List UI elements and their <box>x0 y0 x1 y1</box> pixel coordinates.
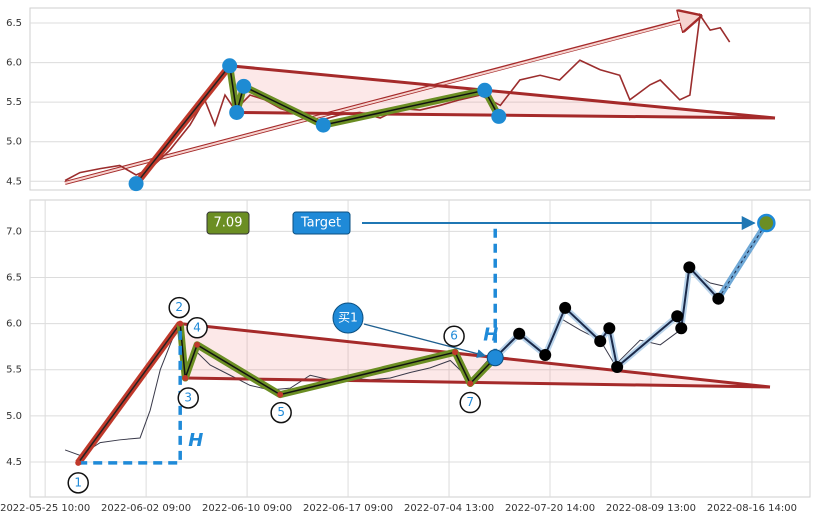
y-tick-label: 5.5 <box>6 97 22 108</box>
point-badge <box>177 387 199 409</box>
x-tick-label: 2022-06-17 09:00 <box>303 503 393 514</box>
trend-arrow-inner <box>64 17 695 184</box>
rise-leg-core <box>135 65 231 185</box>
y-tick-label: 7.0 <box>6 226 22 237</box>
post-point <box>594 335 607 348</box>
target-point <box>757 213 776 233</box>
buy-badge <box>332 302 364 334</box>
x-tick-label: 2022-05-25 10:00 <box>0 503 90 514</box>
h-label: H <box>483 325 498 346</box>
triangle-edge <box>180 322 771 389</box>
pattern-point <box>467 380 474 387</box>
pattern-point <box>128 176 144 192</box>
triangle-edge <box>185 376 771 389</box>
point-badge <box>168 296 190 319</box>
post-point <box>712 292 725 305</box>
point-badge <box>443 325 465 347</box>
point-badge <box>459 391 481 414</box>
price-line <box>64 269 731 457</box>
target-value-box <box>206 211 250 235</box>
height-guide <box>78 323 182 465</box>
y-tick-label: 6.5 <box>6 272 22 283</box>
h-label: H <box>188 430 203 451</box>
target-label: Target <box>300 216 341 231</box>
pattern-point <box>491 108 507 124</box>
post-point <box>539 348 552 361</box>
breakout-point <box>486 349 504 367</box>
y-tick-label: 6.5 <box>6 18 22 29</box>
pattern-point <box>75 459 82 466</box>
x-tick-label: 2022-08-16 14:00 <box>707 503 797 514</box>
x-tick-label: 2022-08-09 13:00 <box>606 503 696 514</box>
point-badge <box>270 401 292 424</box>
pattern-point <box>229 104 245 120</box>
point-badge <box>67 472 89 494</box>
y-tick-label: 5.5 <box>6 365 22 376</box>
target-leg-core <box>717 222 767 299</box>
pattern-point <box>222 58 238 74</box>
point-number: 1 <box>74 475 82 489</box>
buy-label: 买1 <box>338 311 358 325</box>
x-tick-label: 2022-06-02 09:00 <box>101 503 191 514</box>
target-box <box>292 211 351 235</box>
y-tick-label: 5.0 <box>6 411 22 422</box>
y-tick-label: 6.0 <box>6 58 22 69</box>
y-tick-label: 6.0 <box>6 319 22 330</box>
post-point <box>611 360 624 373</box>
rise-leg-core <box>77 323 181 464</box>
post-point <box>603 322 616 335</box>
post-point <box>671 310 684 323</box>
target-value: 7.09 <box>214 216 243 231</box>
pattern-point <box>477 82 493 98</box>
x-tick-label: 2022-07-20 14:00 <box>505 503 595 514</box>
point-number: 4 <box>193 320 201 334</box>
buy-arrow <box>363 323 487 359</box>
pattern-point <box>182 375 189 382</box>
y-tick-label: 4.5 <box>6 176 22 187</box>
pattern-point <box>194 341 201 348</box>
point-number: 2 <box>175 300 183 314</box>
y-tick-label: 4.5 <box>6 457 22 468</box>
point-number: 7 <box>466 395 474 409</box>
x-tick-label: 2022-07-04 13:00 <box>404 503 494 514</box>
post-point <box>559 301 572 314</box>
pattern-point <box>315 117 331 133</box>
pattern-point <box>177 320 184 327</box>
post-point <box>513 327 526 340</box>
pattern-point <box>277 391 284 398</box>
top-chart: 4.5 5.0 5.5 6.0 6.5 <box>6 15 810 192</box>
bottom-chart: 4.5 5.0 5.5 6.0 6.5 7.0 2022-05-25 10:00 2022-0… <box>0 200 810 514</box>
point-number: 6 <box>450 329 458 343</box>
post-point <box>675 322 688 335</box>
pattern-point <box>452 349 459 356</box>
point-number: 5 <box>277 405 285 419</box>
point-number: 3 <box>184 391 192 405</box>
x-tick-label: 2022-06-10 09:00 <box>202 503 292 514</box>
pattern-point <box>236 78 252 94</box>
y-tick-label: 5.0 <box>6 137 22 148</box>
point-badge <box>186 317 208 339</box>
triangle-edge <box>229 64 776 120</box>
post-point <box>683 261 696 274</box>
